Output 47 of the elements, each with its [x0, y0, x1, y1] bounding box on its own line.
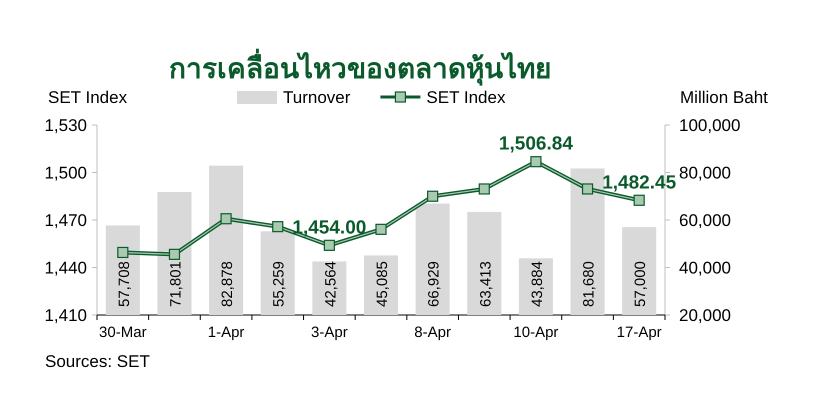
point [375, 224, 387, 235]
chart-title: การเคลื่อนไหวของตลาดหุ้นไทย [169, 48, 551, 86]
data-label: 1,482.45 [602, 172, 677, 194]
point [530, 156, 542, 168]
data-label: 71,801 [167, 261, 184, 307]
point [117, 246, 128, 258]
x-tick-label: 10-Apr [513, 324, 558, 341]
data-label: 43,884 [528, 261, 546, 307]
point [220, 213, 232, 224]
y-tick-label: 1,530 [44, 116, 87, 135]
data-label: 57,000 [632, 261, 650, 307]
data-label: 81,680 [580, 261, 598, 307]
point [634, 194, 645, 206]
y-axis-title: SET Index [48, 88, 128, 107]
data-label: 82,878 [219, 261, 236, 307]
y2-axis-title: Million Baht [680, 88, 768, 107]
y-tick-label: 1,410 [44, 306, 87, 325]
y2-tick-label: 40,000 [679, 258, 731, 278]
legend-label: SET Index [426, 88, 506, 107]
x-tick-label: 1-Apr [208, 324, 244, 341]
y-tick-label: 1,470 [44, 211, 87, 230]
y-tick-label: 1,500 [44, 164, 87, 182]
x-tick-label: 30-Mar [99, 324, 147, 341]
x-tick-label: 17-Apr [616, 324, 662, 341]
data-label: 57,708 [116, 261, 133, 307]
data-label: 1,454.00 [292, 217, 366, 238]
point [582, 183, 594, 195]
point [168, 248, 180, 260]
y2-tick-label: 80,000 [679, 164, 731, 182]
x-tick-label: 8-Apr [414, 324, 451, 341]
point [427, 190, 438, 202]
data-label: 55,259 [270, 261, 288, 307]
y-tick-label: 1,440 [44, 258, 87, 278]
point [324, 240, 335, 251]
data-label: 45,085 [374, 261, 391, 307]
y2-tick-label: 20,000 [679, 306, 731, 325]
data-label: 42,564 [322, 261, 340, 307]
data-label: 63,413 [477, 261, 494, 307]
legend-label: Turnover [283, 88, 351, 107]
source-note: Sources: SET [45, 352, 150, 371]
y2-tick-label: 60,000 [679, 211, 731, 230]
data-label: 1,506.84 [498, 134, 574, 155]
data-label: 66,929 [426, 261, 443, 307]
point [478, 183, 490, 195]
x-tick-label: 3-Apr [311, 324, 348, 341]
point [272, 221, 284, 232]
y2-tick-label: 100,000 [679, 116, 740, 135]
